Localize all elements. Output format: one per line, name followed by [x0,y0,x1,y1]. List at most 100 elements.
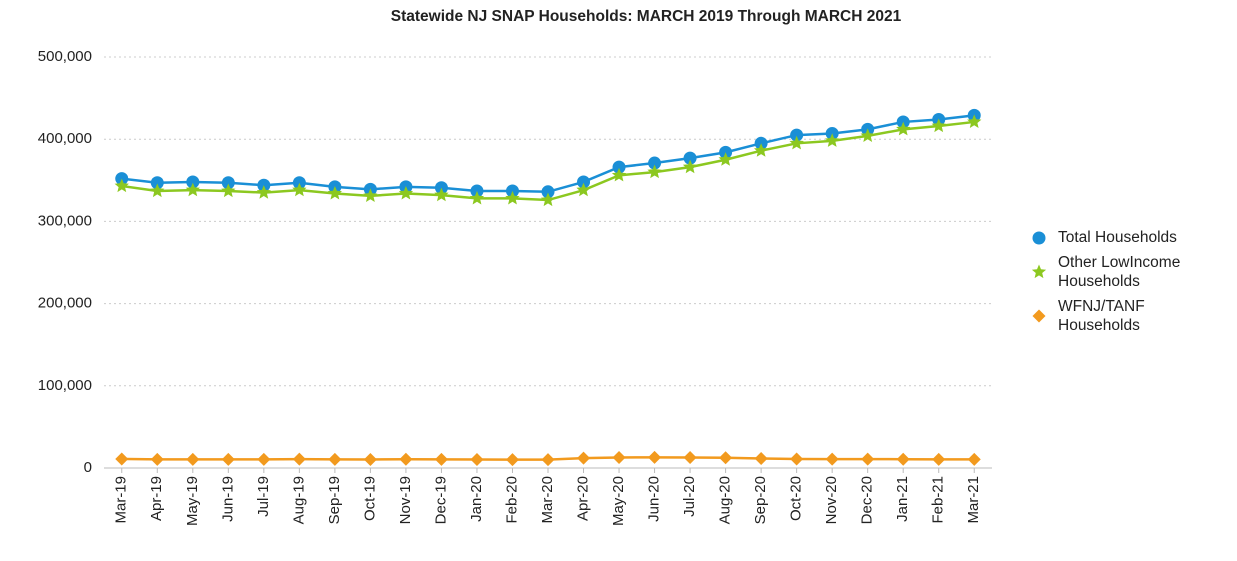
marker [328,452,342,466]
marker [292,176,306,190]
marker [648,156,662,170]
x-tick-label: Oct-19 [361,476,378,521]
x-tick-label: Apr-20 [574,476,591,521]
marker [719,451,733,465]
marker [682,159,698,174]
marker [221,176,235,190]
marker [505,190,520,205]
marker [683,151,697,165]
marker [292,182,307,197]
x-tick-label: Aug-20 [717,476,734,524]
legend-label: WFNJ/TANF Households [1058,298,1145,334]
legend-item: Total Households [1030,228,1198,247]
chart-title: Statewide NJ SNAP Households: MARCH 2019… [391,8,902,25]
x-tick-label: Nov-19 [397,476,414,524]
legend-icon [1031,264,1047,279]
marker [221,452,235,466]
marker [790,128,804,142]
marker [186,175,200,189]
marker [932,452,946,466]
marker [469,190,485,205]
x-tick-label: Nov-20 [823,476,840,524]
marker [576,182,591,197]
marker [861,452,875,466]
marker [577,451,591,465]
marker [221,183,236,198]
legend-label: Other LowIncome Households [1058,254,1181,290]
x-tick-label: Mar-21 [965,476,982,524]
marker [363,452,377,466]
marker [1032,309,1046,323]
x-tick-label: May-20 [610,476,627,526]
x-tick-label: Apr-19 [148,476,165,521]
marker [256,185,271,199]
marker [790,452,804,466]
legend-icon [1032,231,1046,244]
marker [825,452,839,466]
marker [115,172,129,186]
marker [1032,231,1046,244]
marker [540,192,556,207]
marker [150,183,165,198]
marker [967,114,982,128]
marker [398,186,414,200]
x-tick-label: Feb-20 [503,476,520,524]
marker [363,188,378,202]
marker [150,176,164,190]
x-tick-label: Jun-19 [219,476,236,522]
x-tick-label: Jan-20 [468,476,485,522]
marker [505,453,519,467]
marker [967,452,981,466]
x-tick-label: Dec-20 [859,476,876,524]
marker [718,152,733,166]
marker [789,135,804,150]
marker [327,186,342,200]
y-tick-label: 0 [84,459,92,476]
x-tick-label: May-19 [184,476,201,526]
marker [896,452,910,466]
x-tick-label: Jun-20 [646,476,663,522]
x-tick-label: Sep-19 [326,476,343,524]
y-tick-label: 100,000 [38,377,92,394]
marker [612,160,626,174]
marker [577,175,591,189]
marker [541,453,555,467]
legend-item: WFNJ/TANF Households [1030,297,1198,335]
marker [683,450,697,464]
marker [825,133,840,147]
marker [114,178,129,193]
legend-label: Total Households [1058,229,1177,246]
marker [150,452,164,466]
x-tick-label: Dec-19 [432,476,449,524]
marker [470,453,484,467]
x-tick-label: Oct-20 [788,476,805,521]
y-tick-label: 400,000 [38,130,92,147]
x-tick-label: Sep-20 [752,476,769,524]
y-tick-label: 300,000 [38,212,92,229]
x-tick-label: Aug-19 [290,476,307,524]
marker [648,450,662,464]
y-tick-label: 200,000 [38,295,92,312]
marker [434,187,449,202]
marker [860,128,875,142]
x-tick-label: Mar-20 [539,476,556,524]
marker [931,118,946,133]
marker [186,452,200,466]
legend-item: Other LowIncome Households [1030,253,1198,291]
marker [896,121,911,136]
legend-icon [1032,309,1046,323]
marker [754,452,768,466]
marker [611,167,627,182]
marker [399,452,413,466]
marker [434,452,448,466]
marker [647,164,662,179]
marker [541,185,555,199]
x-tick-label: Mar-19 [113,476,130,524]
marker [115,452,129,466]
marker [754,143,769,157]
x-tick-label: Jan-21 [894,476,911,522]
x-tick-label: Jul-20 [681,476,698,517]
x-tick-label: Jul-19 [255,476,272,517]
